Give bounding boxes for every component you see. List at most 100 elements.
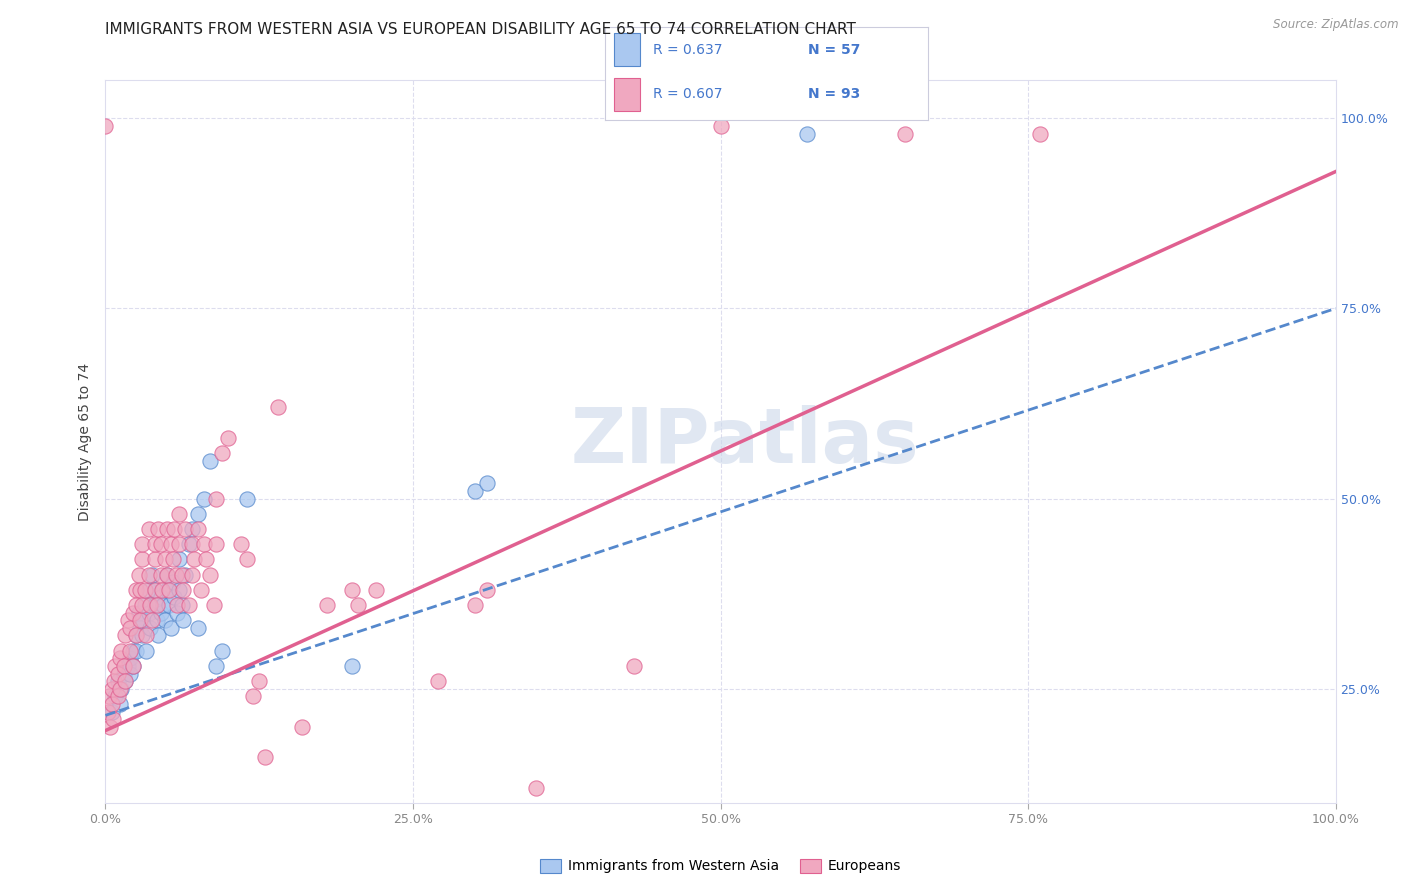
Point <box>94 119 117 133</box>
Point <box>156 567 179 582</box>
Bar <box>614 78 640 111</box>
Point <box>236 552 259 566</box>
Point <box>180 537 202 551</box>
Point <box>112 666 135 681</box>
Point <box>211 643 233 657</box>
Point <box>121 606 143 620</box>
Point <box>129 621 152 635</box>
Point <box>153 613 176 627</box>
Point <box>169 582 191 597</box>
Point <box>170 598 193 612</box>
Point <box>128 567 150 582</box>
Point <box>267 401 290 415</box>
Point <box>190 582 212 597</box>
Point <box>104 690 127 704</box>
Point <box>159 598 180 612</box>
Point <box>138 522 160 536</box>
Point <box>148 628 170 642</box>
Text: ZIPatlas: ZIPatlas <box>571 405 920 478</box>
Point <box>121 659 143 673</box>
Point <box>100 697 122 711</box>
Point <box>159 621 181 635</box>
Point <box>159 537 181 551</box>
Point <box>198 567 221 582</box>
Point <box>97 705 120 719</box>
Point <box>110 681 132 696</box>
Point <box>340 582 363 597</box>
Point <box>183 552 205 566</box>
Point <box>149 606 172 620</box>
Point <box>125 628 148 642</box>
Point <box>131 552 153 566</box>
Point <box>166 598 188 612</box>
Point <box>129 613 152 627</box>
Point <box>165 567 187 582</box>
Point <box>131 628 153 642</box>
Point <box>166 606 188 620</box>
Point <box>464 598 486 612</box>
Point <box>366 582 388 597</box>
Point <box>172 613 194 627</box>
Point <box>172 582 194 597</box>
Point <box>170 567 193 582</box>
Point <box>143 598 166 612</box>
Point <box>101 712 124 726</box>
Point <box>174 522 197 536</box>
Point <box>117 659 139 673</box>
Text: IMMIGRANTS FROM WESTERN ASIA VS EUROPEAN DISABILITY AGE 65 TO 74 CORRELATION CHA: IMMIGRANTS FROM WESTERN ASIA VS EUROPEAN… <box>105 22 856 37</box>
Point <box>163 522 186 536</box>
Point <box>346 598 368 612</box>
Point <box>180 522 202 536</box>
Point <box>117 613 139 627</box>
Point <box>135 643 157 657</box>
Point <box>125 643 148 657</box>
Point <box>426 674 449 689</box>
Point <box>100 705 122 719</box>
Point <box>205 491 228 506</box>
Point <box>98 690 121 704</box>
Point <box>211 446 233 460</box>
Point <box>143 582 166 597</box>
Point <box>128 606 150 620</box>
Point <box>134 598 156 612</box>
Point <box>120 651 141 665</box>
Point <box>125 598 148 612</box>
Point <box>623 659 645 673</box>
Point <box>524 780 547 795</box>
Point <box>120 666 141 681</box>
Point <box>162 575 184 590</box>
Text: R = 0.607: R = 0.607 <box>652 87 723 101</box>
Point <box>187 621 209 635</box>
Point <box>146 598 169 612</box>
Point <box>143 582 166 597</box>
Point <box>156 582 179 597</box>
Point <box>149 537 172 551</box>
Point <box>179 598 201 612</box>
Point <box>254 750 277 764</box>
Legend: Immigrants from Western Asia, Europeans: Immigrants from Western Asia, Europeans <box>534 853 907 879</box>
Y-axis label: Disability Age 65 to 74: Disability Age 65 to 74 <box>79 362 93 521</box>
Point <box>138 621 162 635</box>
Point <box>193 537 215 551</box>
Point <box>187 522 209 536</box>
Point <box>148 522 170 536</box>
Point <box>205 659 228 673</box>
Point <box>156 522 179 536</box>
Point <box>236 491 259 506</box>
Point <box>710 119 733 133</box>
Point <box>149 591 172 605</box>
Point <box>146 613 169 627</box>
Point <box>131 598 153 612</box>
Point <box>179 537 201 551</box>
Point <box>104 659 127 673</box>
Point <box>110 697 132 711</box>
Point <box>112 659 135 673</box>
Point <box>107 666 129 681</box>
Point <box>247 674 270 689</box>
Point <box>138 606 160 620</box>
Point <box>98 720 122 734</box>
Point <box>114 674 136 689</box>
Point <box>110 681 132 696</box>
Point <box>205 537 228 551</box>
Point <box>150 582 173 597</box>
